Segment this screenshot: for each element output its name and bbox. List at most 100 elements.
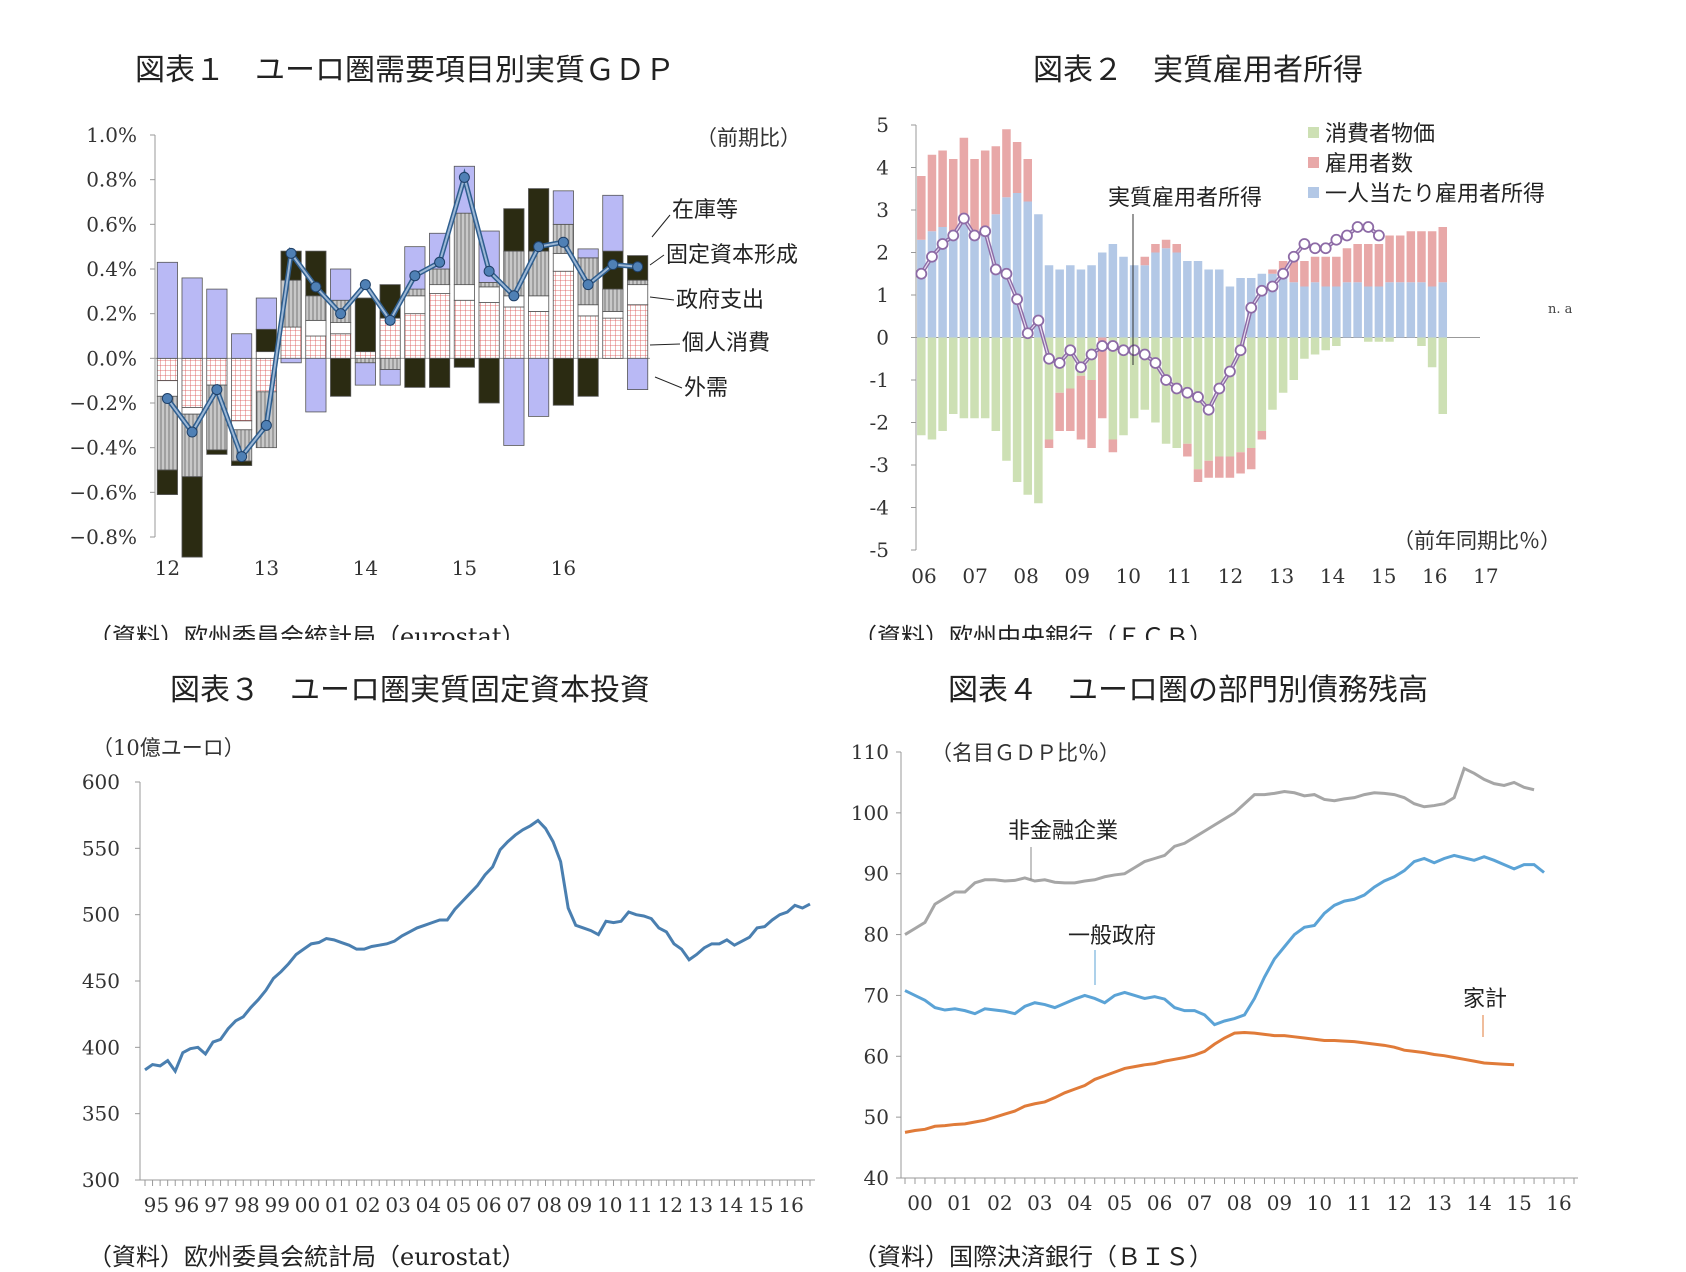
real-income-point — [1309, 242, 1321, 255]
y-tick-label: 0.6% — [86, 212, 137, 236]
x-tick-label: 16 — [1422, 564, 1447, 588]
gdp-point — [434, 256, 446, 268]
bar-segment — [1246, 448, 1256, 470]
x-tick-label: 13 — [254, 556, 279, 580]
real-income-point — [1096, 340, 1109, 352]
bar-segment — [1140, 337, 1150, 410]
bar-segment — [1097, 337, 1107, 419]
real-income-point — [1032, 314, 1045, 327]
bar-segment — [1151, 337, 1160, 423]
bar-segment — [429, 268, 451, 286]
bar-segment — [927, 231, 937, 338]
bar-segment — [1364, 244, 1373, 287]
chart-1-gdp-line — [161, 168, 644, 463]
x-tick-label: 09 — [1267, 1191, 1292, 1215]
legend-cpi: 消費者物価 — [1325, 122, 1435, 147]
real-income-point — [1192, 391, 1204, 403]
x-tick-label: 12 — [155, 556, 180, 580]
bar-segment — [1385, 282, 1394, 338]
real-income-point — [1341, 229, 1353, 242]
bar-segment — [1161, 337, 1171, 444]
label-real-income: 実質雇用者所得 — [1108, 186, 1262, 211]
bar-segment — [429, 357, 451, 388]
real-income-point — [936, 238, 949, 250]
bar-segment — [1438, 282, 1448, 338]
y-tick-label: -2 — [870, 411, 889, 435]
x-tick-label: 03 — [385, 1193, 410, 1217]
y-tick-label: 60 — [864, 1044, 889, 1068]
bar-segment — [938, 150, 947, 227]
bar-segment — [917, 176, 926, 240]
bar-segment — [1406, 231, 1416, 283]
gdp-point — [260, 419, 272, 431]
bar-segment — [156, 357, 178, 382]
bar-segment — [156, 261, 178, 359]
bar-segment — [1002, 129, 1011, 198]
real-income-point — [1075, 361, 1087, 374]
gdp-point — [161, 393, 173, 405]
bar-segment — [1406, 282, 1416, 338]
real-income-point — [1011, 293, 1023, 306]
bar-segment — [948, 159, 958, 232]
bar-segment — [938, 227, 947, 338]
bar-segment — [1108, 244, 1118, 338]
bar-segment — [627, 279, 649, 286]
x-tick-label: 16 — [551, 556, 576, 580]
bar-segment — [1044, 265, 1054, 338]
bar-segment — [404, 246, 426, 290]
bar-segment — [1012, 142, 1022, 193]
bar-segment — [1034, 337, 1043, 504]
bar-segment — [991, 214, 1001, 338]
x-tick-label: 14 — [1466, 1191, 1491, 1215]
bar-segment — [1225, 337, 1235, 457]
bar-segment — [1268, 273, 1277, 338]
bar-segment — [917, 239, 926, 338]
real-income-point — [1213, 382, 1226, 395]
y-tick-label: -3 — [870, 453, 889, 477]
bar-segment — [503, 357, 525, 446]
bar-segment — [927, 154, 937, 232]
bar-segment — [602, 311, 624, 319]
investment-line — [144, 818, 811, 1075]
y-tick-label: 40 — [864, 1166, 889, 1190]
real-income-point — [1170, 382, 1183, 395]
x-tick-label: 10 — [597, 1193, 622, 1217]
bar-segment — [1119, 256, 1128, 338]
real-income-point — [1362, 221, 1375, 233]
x-tick-label: 12 — [1387, 1191, 1412, 1215]
bar-segment — [1236, 452, 1245, 474]
label-household: 家計 — [1463, 987, 1507, 1012]
x-tick-label: 07 — [1187, 1191, 1212, 1215]
real-income-point — [1181, 386, 1194, 399]
bar-segment — [1427, 231, 1437, 287]
bar-segment — [280, 357, 302, 364]
x-tick-label: 04 — [416, 1193, 441, 1217]
chart-3-source: （資料）欧州委員会統計局（eurostat） — [88, 1243, 526, 1271]
y-tick-label: −0.6% — [69, 480, 137, 504]
y-tick-label: 80 — [864, 923, 889, 947]
gdp-point — [582, 279, 594, 291]
bar-segment — [1183, 261, 1192, 338]
x-tick-label: 95 — [144, 1193, 169, 1217]
y-tick-label: 0.0% — [86, 346, 137, 370]
x-tick-label: 13 — [688, 1193, 713, 1217]
bar-segment — [1151, 244, 1160, 253]
y-tick-label: 1.0% — [86, 123, 137, 147]
x-tick-label: 04 — [1067, 1191, 1092, 1215]
bar-segment — [1012, 193, 1022, 338]
gdp-point — [310, 281, 322, 293]
real-income-point — [1106, 340, 1119, 352]
real-income-point — [968, 229, 981, 242]
bar-segment — [552, 270, 574, 359]
bar-segment — [1257, 273, 1267, 338]
real-income-point — [1021, 327, 1034, 340]
x-tick-label: 11 — [1167, 564, 1192, 588]
bar-segment — [927, 337, 937, 440]
bar-segment — [1193, 469, 1203, 482]
bar-segment — [478, 281, 500, 288]
bar-segment — [305, 319, 327, 337]
bar-segment — [602, 317, 624, 359]
chart-1-labels: 在庫等 固定資本形成 政府支出 個人消費 外需 — [649, 198, 798, 401]
bar-segment — [1278, 261, 1288, 274]
